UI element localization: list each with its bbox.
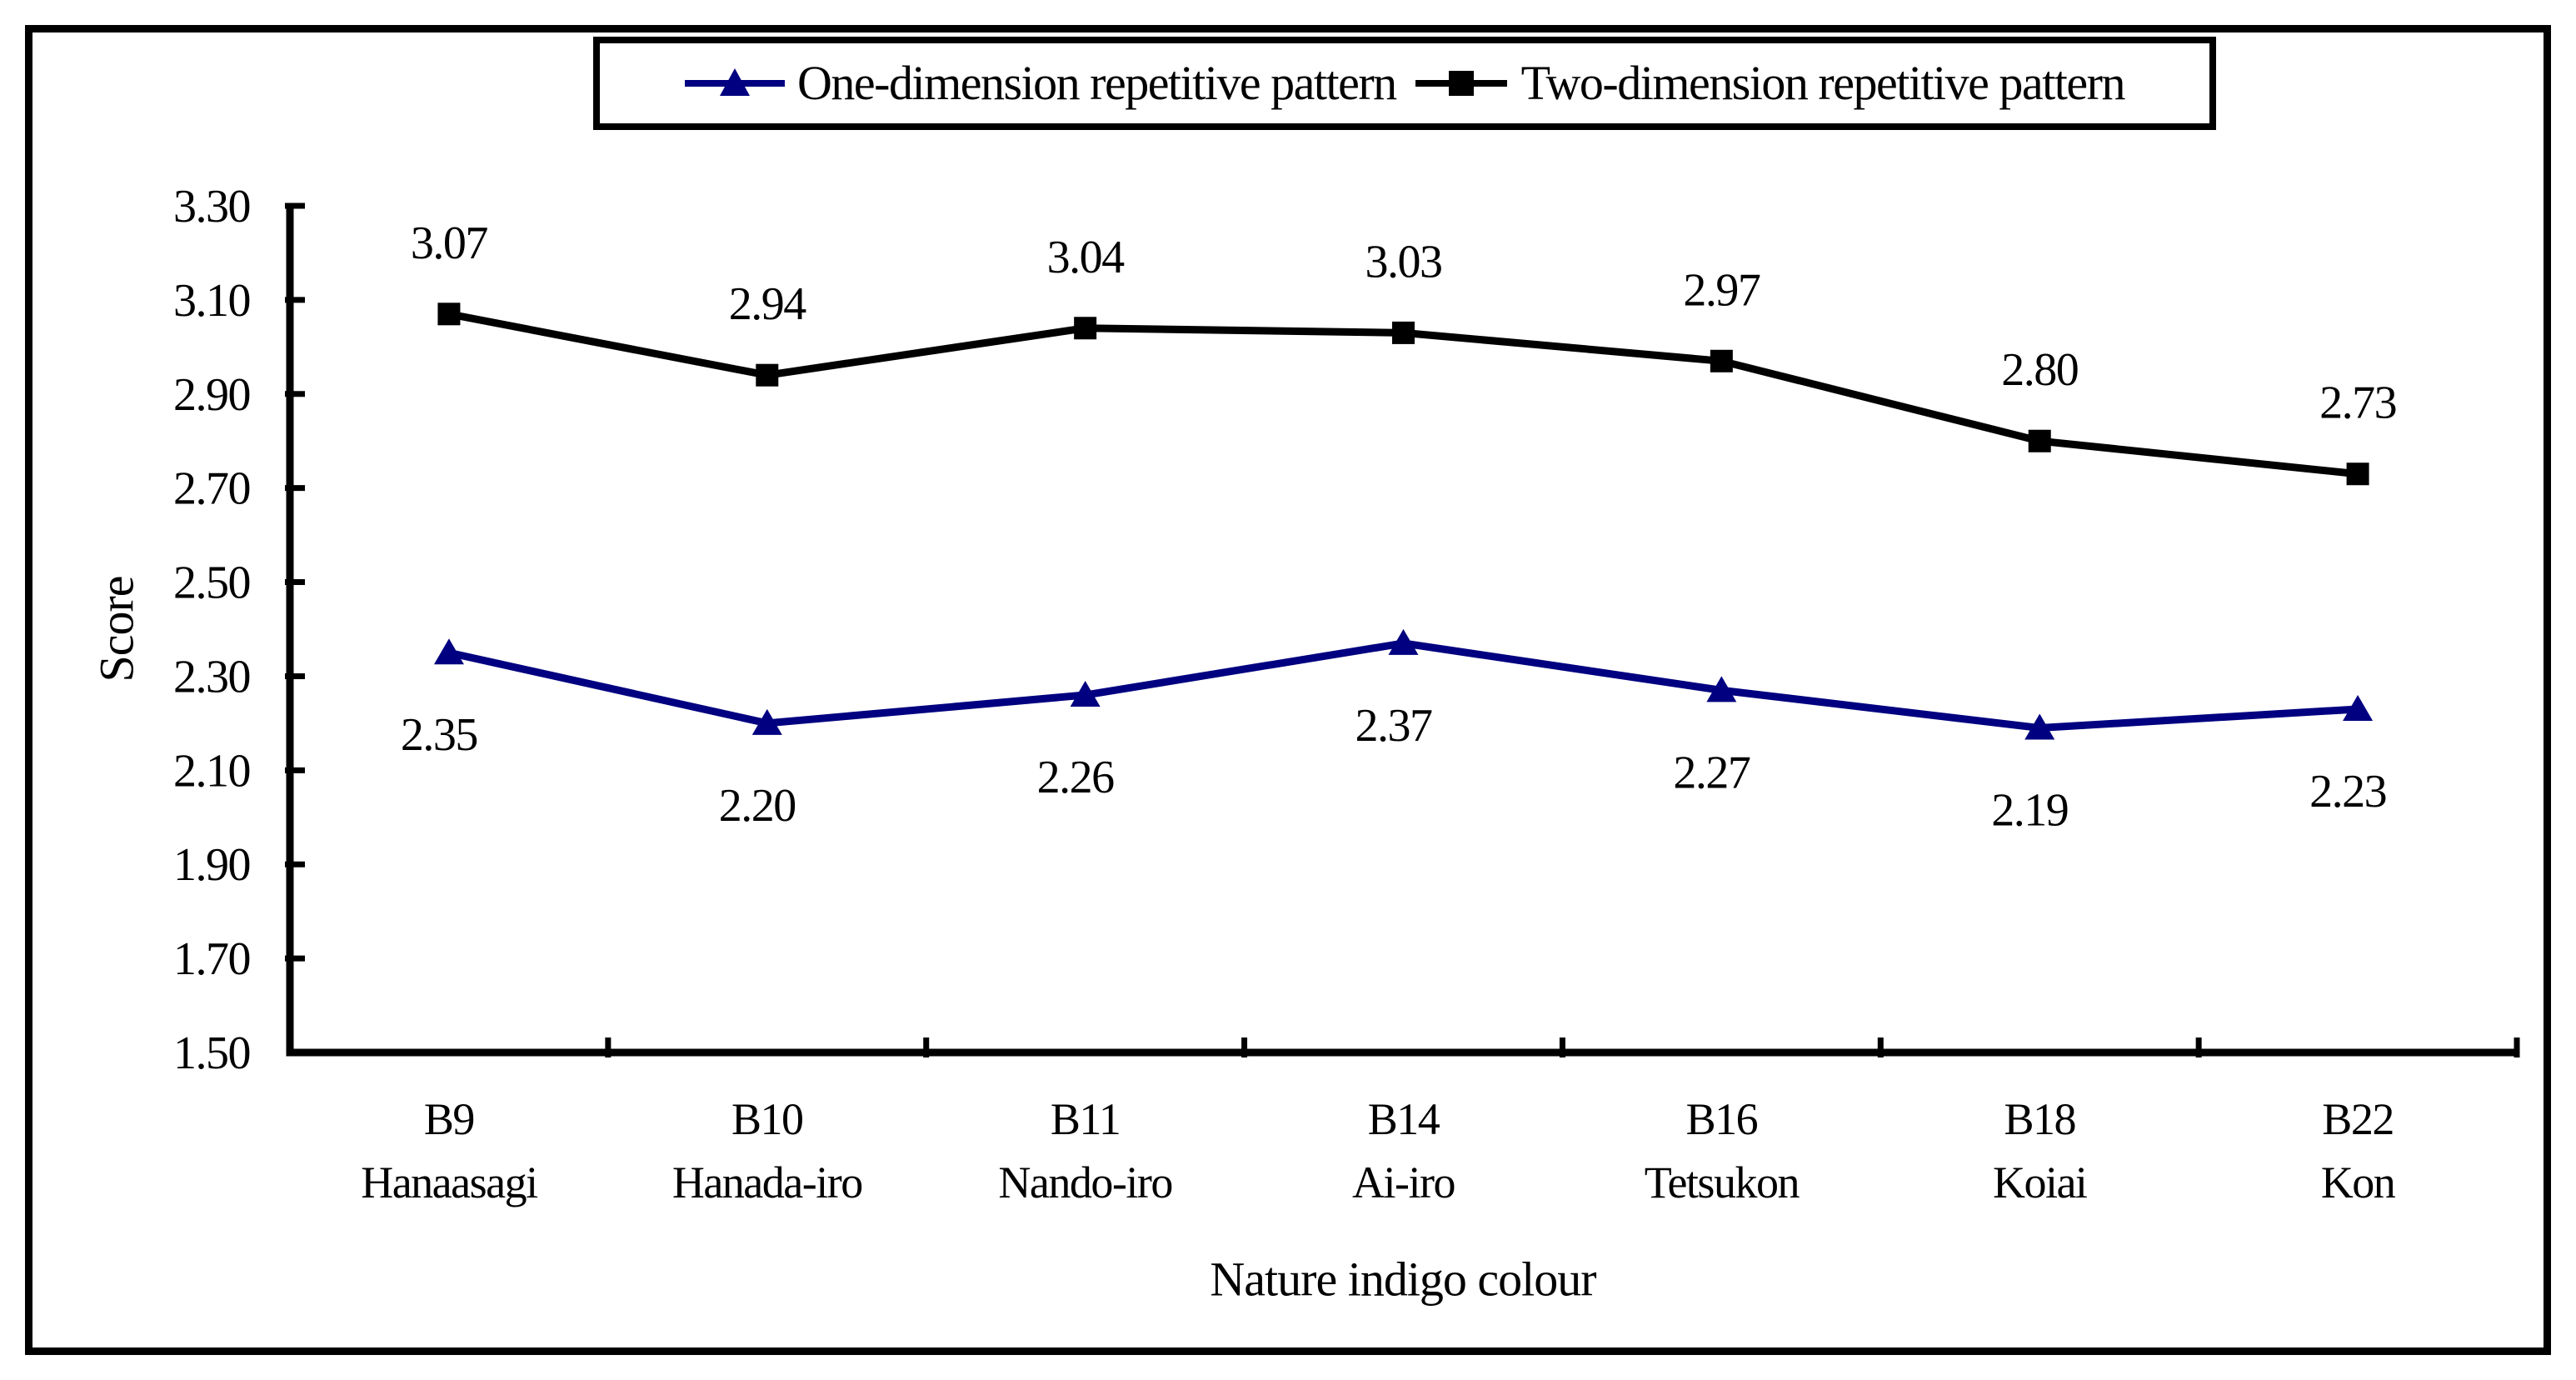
triangle-marker bbox=[1070, 681, 1101, 708]
category-code-label: B14 bbox=[1368, 1094, 1440, 1144]
square-marker bbox=[1710, 349, 1733, 372]
legend-label-one-dimension: One-dimension repetitive pattern bbox=[797, 56, 1397, 110]
data-label: 2.26 bbox=[1037, 752, 1115, 803]
triangle-marker bbox=[2024, 713, 2055, 740]
y-axis-title: Score bbox=[89, 576, 144, 682]
data-label: 2.27 bbox=[1673, 747, 1750, 798]
y-tick-label: 1.70 bbox=[173, 933, 250, 985]
data-label: 2.23 bbox=[2309, 766, 2386, 818]
triangle-marker bbox=[2343, 694, 2374, 721]
data-label: 3.04 bbox=[1047, 232, 1126, 283]
data-label: 3.03 bbox=[1365, 236, 1442, 288]
category-code-label: B16 bbox=[1686, 1094, 1758, 1144]
category-name-label: Hanaasagi bbox=[361, 1158, 537, 1208]
triangle-marker bbox=[1706, 676, 1737, 702]
y-tick-label: 2.70 bbox=[173, 463, 250, 515]
category-code-label: B11 bbox=[1051, 1094, 1121, 1144]
category-name-label: Hanada-iro bbox=[672, 1158, 862, 1208]
triangle-marker bbox=[751, 708, 782, 735]
data-label: 2.37 bbox=[1355, 700, 1433, 752]
x-axis-title: Nature indigo colour bbox=[1210, 1252, 1596, 1307]
data-label: 3.07 bbox=[411, 218, 488, 269]
category-name-label: Kon bbox=[2321, 1158, 2396, 1208]
category-name-label: Nando-iro bbox=[998, 1158, 1171, 1208]
square-marker bbox=[2346, 462, 2369, 486]
y-tick-labels: 3.30 3.10 2.90 2.70 2.50 2.30 2.10 1.90 1.70 1.50 bbox=[173, 181, 305, 1079]
x-ticks bbox=[605, 1038, 2520, 1058]
y-tick-label: 2.50 bbox=[173, 558, 250, 609]
category-name-label: Tetsukon bbox=[1645, 1158, 1800, 1208]
category-name-label: Ai-iro bbox=[1352, 1158, 1455, 1208]
category-code-label: B9 bbox=[424, 1094, 474, 1144]
data-label: 2.97 bbox=[1683, 264, 1760, 316]
category-name-label: Koiai bbox=[1993, 1158, 2087, 1208]
legend: One-dimension repetitive pattern Two-dim… bbox=[593, 37, 2216, 130]
category-code-label: B22 bbox=[2322, 1094, 2394, 1144]
y-tick-label: 3.30 bbox=[173, 181, 250, 232]
y-tick-label: 1.50 bbox=[173, 1028, 250, 1079]
category-code-label: B18 bbox=[2004, 1094, 2075, 1144]
square-marker bbox=[756, 363, 779, 387]
data-label: 2.20 bbox=[719, 780, 796, 832]
square-marker bbox=[1392, 321, 1415, 344]
y-tick-label: 2.10 bbox=[173, 745, 250, 797]
y-tick-label: 3.10 bbox=[173, 275, 250, 327]
triangle-marker bbox=[1388, 628, 1419, 655]
data-label: 2.94 bbox=[729, 278, 807, 330]
data-label: 2.19 bbox=[1991, 785, 2068, 837]
one-dimension-triangle-marker-icon bbox=[685, 68, 786, 96]
square-marker bbox=[2028, 429, 2051, 452]
series-one-dimension: 2.35 2.20 2.26 2.37 2.27 2.19 2.23 bbox=[401, 628, 2388, 837]
y-tick-label: 1.90 bbox=[173, 839, 250, 891]
two-dimension-square-marker-icon bbox=[1415, 71, 1507, 96]
data-label: 2.80 bbox=[2001, 344, 2078, 396]
legend-label-two-dimension: Two-dimension repetitive pattern bbox=[1520, 56, 2126, 110]
square-marker bbox=[437, 302, 461, 326]
y-tick-label: 2.90 bbox=[173, 369, 250, 421]
square-marker bbox=[1074, 317, 1097, 340]
y-tick-label: 2.30 bbox=[173, 651, 250, 702]
axes bbox=[286, 206, 2520, 1057]
data-label: 2.73 bbox=[2319, 378, 2396, 429]
series-two-dimension: 3.07 2.94 3.04 3.03 2.97 2.80 2.73 bbox=[411, 218, 2398, 486]
data-label: 2.35 bbox=[401, 709, 477, 761]
category-code-label: B10 bbox=[731, 1094, 803, 1144]
category-labels: B9 Hanaasagi B10 Hanada-iro B11 Nando-iro B14 A… bbox=[361, 1094, 2397, 1208]
triangle-marker bbox=[433, 638, 464, 665]
